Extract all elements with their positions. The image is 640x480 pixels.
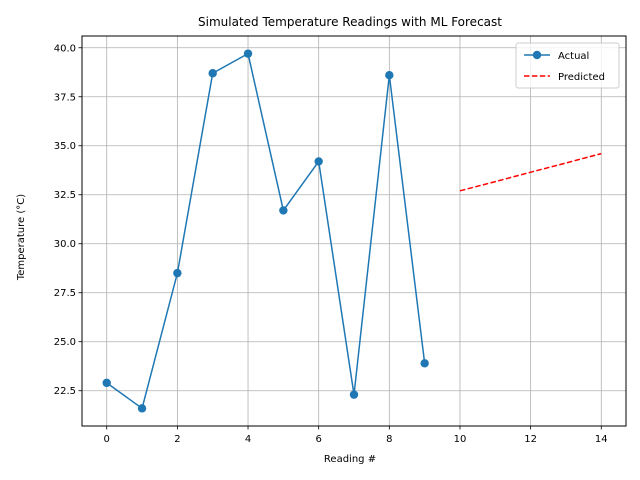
x-tick-label: 0 [104, 434, 110, 445]
legend-marker-actual [532, 50, 542, 60]
data-point-actual [173, 268, 182, 278]
data-point-actual [137, 404, 147, 413]
data-point-actual [279, 206, 288, 215]
plot-frame [81, 35, 627, 427]
data-point-actual [243, 49, 253, 58]
ticks: 0 2 4 6 8 10 12 14 22.5 25.0 27.5 30.0 32.5 35.0 37.5 4… [54, 43, 608, 445]
series-line-predicted [459, 152, 602, 192]
y-tick-label: 32.5 [54, 190, 76, 201]
x-axis-label: Reading # [324, 454, 376, 465]
y-tick-label: 40.0 [54, 43, 76, 54]
y-tick-label: 22.5 [54, 386, 76, 397]
data-point-actual [314, 157, 323, 166]
grid [82, 36, 626, 426]
x-tick-label: 8 [386, 434, 392, 445]
x-tick-label: 2 [174, 434, 180, 445]
y-tick-label: 27.5 [54, 288, 76, 299]
data-point-actual [385, 70, 394, 80]
y-tick-label: 25.0 [54, 337, 76, 348]
x-tick-label: 6 [315, 434, 321, 445]
y-tick-label: 35.0 [54, 141, 76, 152]
legend-label-actual: Actual [558, 51, 589, 62]
data-point-actual [349, 390, 359, 399]
chart-title: Simulated Temperature Readings with ML F… [198, 15, 502, 29]
series-layer [102, 49, 602, 413]
x-tick-label: 10 [454, 434, 467, 445]
data-point-actual [208, 69, 217, 78]
legend: Actual Predicted [515, 42, 620, 89]
y-tick-label: 30.0 [54, 239, 76, 250]
x-tick-label: 4 [245, 434, 251, 445]
y-axis-label: Temperature (°C) [16, 194, 27, 281]
series-line-actual [106, 52, 426, 410]
legend-label-predicted: Predicted [558, 72, 605, 83]
data-point-actual [420, 359, 429, 368]
data-point-actual [102, 378, 111, 388]
x-tick-label: 14 [595, 434, 608, 445]
x-tick-label: 12 [524, 434, 537, 445]
y-tick-label: 37.5 [54, 92, 76, 103]
